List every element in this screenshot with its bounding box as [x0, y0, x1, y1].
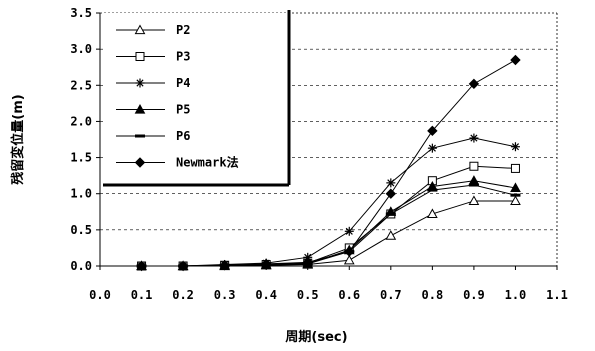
legend-entry: P5 [116, 103, 190, 117]
y-axis-label: 残留変位量(m) [10, 94, 26, 184]
y-tick-label: 3.0 [70, 42, 92, 56]
legend-marker [135, 52, 145, 61]
legend-entry: P4 [116, 76, 190, 90]
data-point [510, 182, 521, 193]
data-point [510, 195, 521, 206]
legend-marker [135, 78, 145, 88]
y-tick-label: 0.5 [70, 223, 92, 237]
x-tick-label: 0.8 [422, 288, 444, 302]
data-point [260, 258, 272, 270]
legend: P2 P3 P4 P5 P6 Newmark法 [103, 10, 291, 187]
legend-label: P5 [176, 103, 190, 117]
x-tick-label: 0.3 [214, 288, 236, 302]
x-axis-label: 周期(sec) [285, 330, 347, 345]
legend-label: P6 [176, 129, 190, 143]
data-point [136, 260, 147, 272]
data-point [385, 188, 397, 199]
data-point [343, 254, 355, 265]
legend-marker [134, 157, 146, 168]
data-point [177, 260, 189, 272]
legend-box [103, 13, 289, 185]
legend-marker [134, 24, 146, 35]
series-5 [136, 183, 521, 268]
data-point [468, 183, 479, 187]
data-point [510, 54, 521, 66]
x-tick-label: 0.1 [131, 288, 153, 302]
data-point [344, 246, 355, 257]
y-tick-label: 2.5 [70, 78, 92, 92]
legend-entry: Newmark法 [116, 155, 239, 170]
series-layer [136, 54, 521, 272]
legend-label: Newmark法 [176, 155, 239, 170]
data-point [427, 143, 437, 153]
data-point [344, 226, 354, 236]
data-point [302, 257, 313, 268]
legend-marker [135, 134, 145, 138]
legend-entry: P2 [116, 23, 190, 37]
data-point [219, 260, 230, 271]
x-tick-label: 0.2 [172, 288, 194, 302]
y-tick-label: 2.0 [70, 114, 92, 128]
y-tick-label: 0.0 [70, 259, 92, 273]
data-point [427, 208, 438, 219]
data-point [468, 195, 480, 206]
data-point [468, 175, 480, 185]
legend-label: P4 [176, 76, 190, 90]
series-line [141, 200, 516, 267]
y-tick-label: 1.5 [70, 151, 92, 165]
y-tick-labels: 0.0 0.5 1.0 1.5 2.0 2.5 3.0 3.5 [70, 6, 100, 273]
data-point [385, 230, 397, 240]
data-point [427, 125, 438, 137]
x-tick-label: 0.9 [463, 288, 485, 302]
data-point [510, 163, 520, 173]
legend-label: P2 [176, 23, 190, 37]
series-line [141, 59, 516, 267]
y-tick-label: 1.0 [70, 187, 92, 201]
legend-entry: P6 [116, 129, 190, 143]
data-point [468, 78, 480, 90]
legend-entry: P3 [116, 50, 190, 64]
data-point [427, 188, 438, 192]
x-tick-label: 1.0 [505, 288, 527, 302]
data-point [386, 178, 396, 188]
y-tick-label: 3.5 [70, 6, 92, 20]
x-tick-label: 0.6 [338, 288, 360, 302]
data-point [510, 142, 520, 152]
x-tick-labels: 0.0 0.1 0.2 0.3 0.4 0.5 0.6 0.7 0.8 0.9 1.0 1.1 [89, 266, 568, 302]
x-tick-label: 0.7 [380, 288, 402, 302]
legend-label: P3 [176, 50, 190, 64]
x-tick-label: 1.1 [546, 288, 568, 302]
series-line [141, 184, 516, 267]
series-1 [136, 195, 521, 271]
data-point [385, 212, 396, 216]
series-6 [136, 54, 521, 272]
grid-lines [100, 48, 557, 231]
legend-marker [134, 103, 146, 114]
x-tick-label: 0.5 [297, 288, 319, 302]
data-point [469, 133, 479, 143]
x-tick-label: 0.4 [255, 288, 277, 302]
data-point [510, 193, 521, 197]
x-tick-label: 0.0 [89, 288, 111, 302]
data-point [469, 161, 479, 171]
